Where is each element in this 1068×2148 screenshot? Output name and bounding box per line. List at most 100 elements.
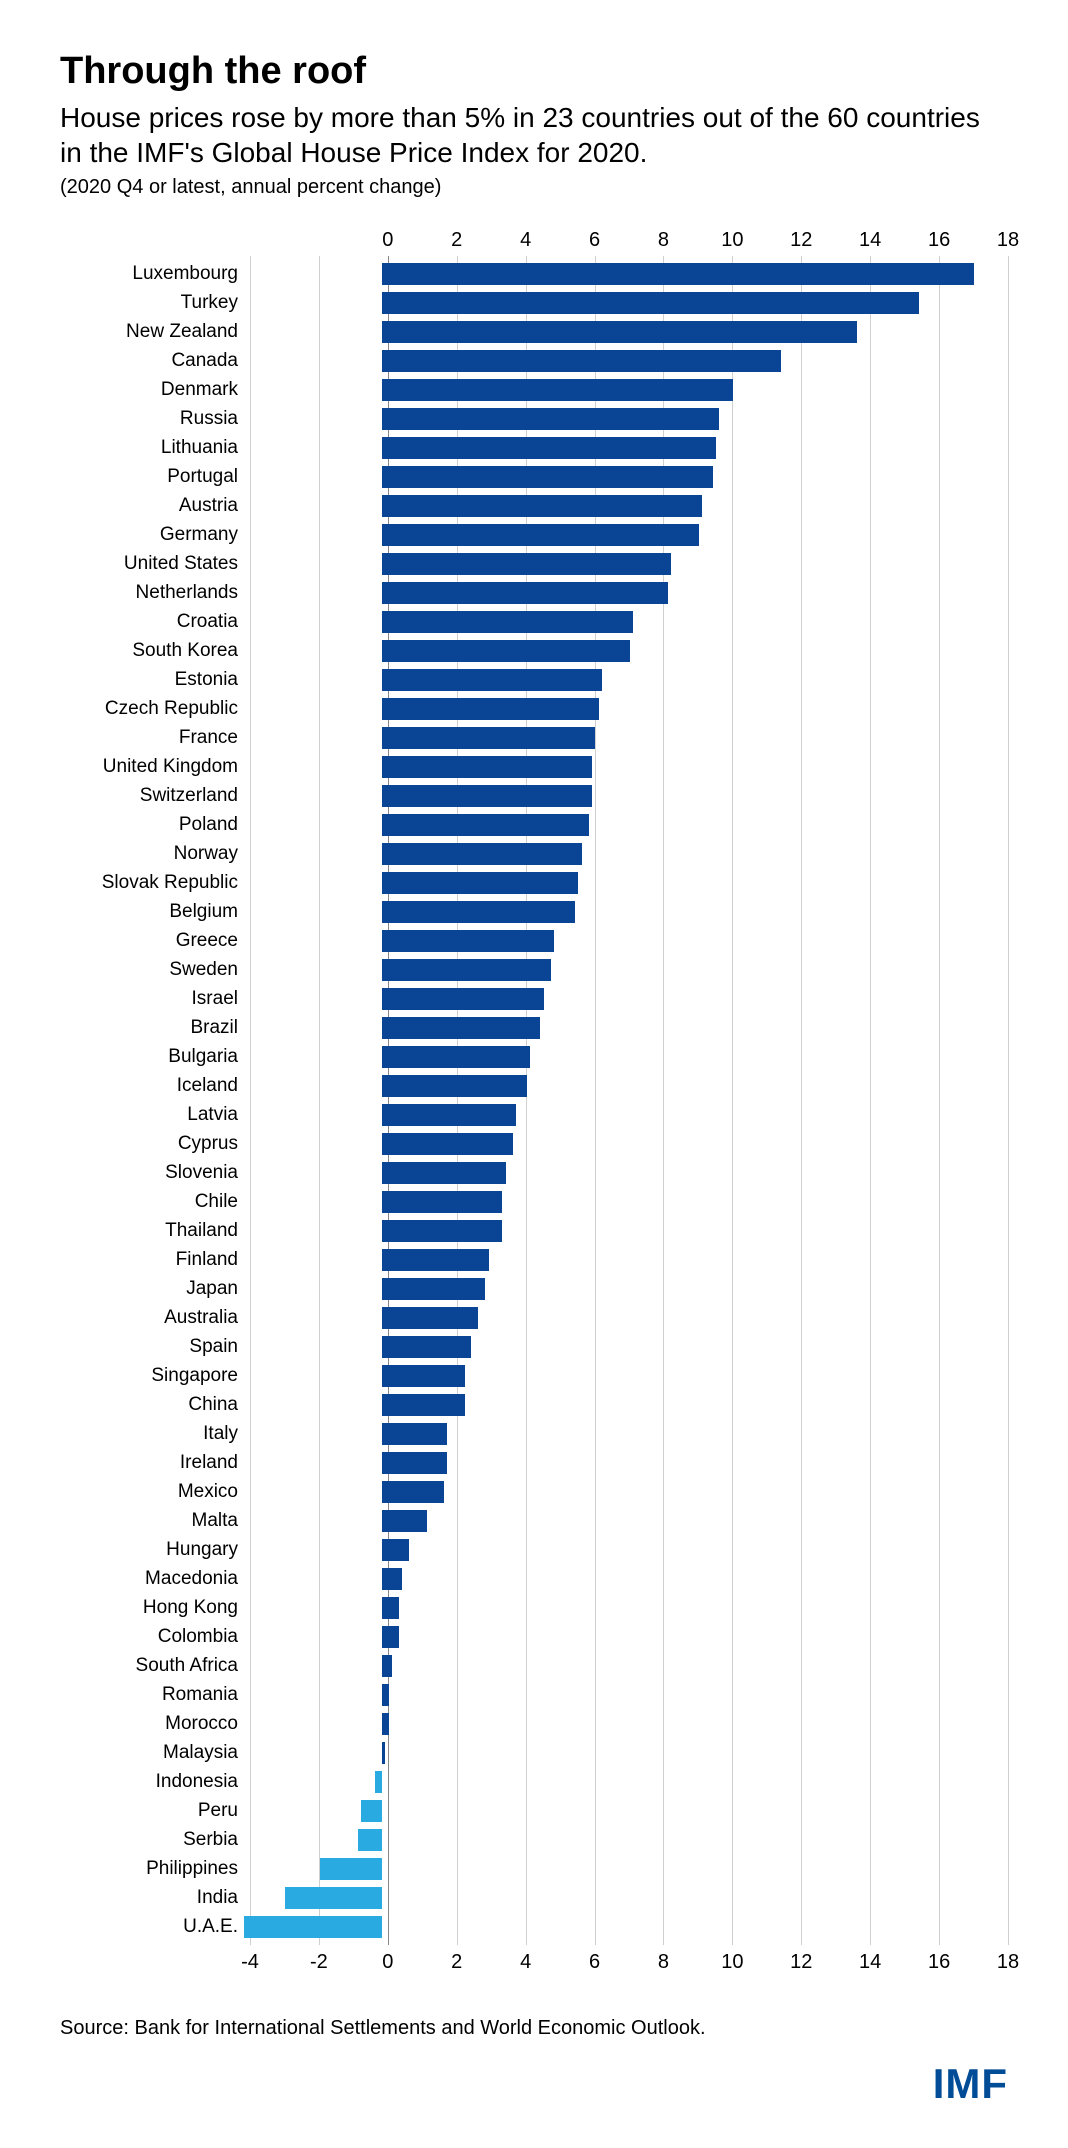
data-row: Netherlands [60, 579, 1008, 607]
bar-track [244, 724, 1008, 752]
country-label: Serbia [60, 1829, 244, 1851]
data-row: Malaysia [60, 1739, 1008, 1767]
country-label: New Zealand [60, 321, 244, 343]
bar-track [244, 1826, 1008, 1854]
data-row: Latvia [60, 1101, 1008, 1129]
country-label: Thailand [60, 1220, 244, 1242]
data-row: Morocco [60, 1710, 1008, 1738]
data-row: Cyprus [60, 1130, 1008, 1158]
country-label: Hungary [60, 1539, 244, 1561]
data-row: Australia [60, 1304, 1008, 1332]
country-label: United Kingdom [60, 756, 244, 778]
bar [382, 1684, 389, 1706]
bar-track [244, 1768, 1008, 1796]
bar-track [244, 1130, 1008, 1158]
data-row: Macedonia [60, 1565, 1008, 1593]
bar [382, 321, 857, 343]
country-label: Netherlands [60, 582, 244, 604]
bar [382, 495, 702, 517]
bar-track [244, 1855, 1008, 1883]
bar [382, 959, 551, 981]
country-label: Croatia [60, 611, 244, 633]
bar [382, 582, 668, 604]
plot-area: LuxembourgTurkeyNew ZealandCanadaDenmark… [250, 255, 1008, 1945]
bar-track [244, 1072, 1008, 1100]
country-label: France [60, 727, 244, 749]
bar-track [244, 1594, 1008, 1622]
bar-track [244, 927, 1008, 955]
data-row: Mexico [60, 1478, 1008, 1506]
bar [382, 756, 592, 778]
bar-track [244, 753, 1008, 781]
bar [382, 640, 630, 662]
bar-track [244, 782, 1008, 810]
bar [382, 292, 919, 314]
x-tick-top: 12 [790, 229, 812, 252]
country-label: Romania [60, 1684, 244, 1706]
data-row: Thailand [60, 1217, 1008, 1245]
country-label: Italy [60, 1423, 244, 1445]
country-label: Ireland [60, 1452, 244, 1474]
country-label: India [60, 1887, 244, 1909]
data-row: Malta [60, 1507, 1008, 1535]
bar-track [244, 1217, 1008, 1245]
data-row: Singapore [60, 1362, 1008, 1390]
chart-area: 024681012141618 LuxembourgTurkeyNew Zeal… [60, 229, 1008, 1977]
bar-track [244, 1275, 1008, 1303]
chart-subtitle: House prices rose by more than 5% in 23 … [60, 100, 1008, 170]
data-row: Sweden [60, 956, 1008, 984]
data-row: Switzerland [60, 782, 1008, 810]
bar-track [244, 1884, 1008, 1912]
x-tick-top: 0 [382, 229, 393, 252]
country-label: Luxembourg [60, 263, 244, 285]
country-label: Sweden [60, 959, 244, 981]
country-label: Japan [60, 1278, 244, 1300]
country-label: Czech Republic [60, 698, 244, 720]
bar [382, 1568, 403, 1590]
bar-track [244, 985, 1008, 1013]
bar [382, 350, 782, 372]
bar [320, 1858, 382, 1880]
bar [382, 1162, 506, 1184]
bar-track [244, 898, 1008, 926]
bar-track [244, 1333, 1008, 1361]
bar [382, 1133, 513, 1155]
bar-track [244, 1478, 1008, 1506]
country-label: Malaysia [60, 1742, 244, 1764]
bar [382, 1626, 399, 1648]
bar [382, 1104, 516, 1126]
country-label: Macedonia [60, 1568, 244, 1590]
bar [382, 1655, 392, 1677]
bar-track [244, 1420, 1008, 1448]
data-row: Luxembourg [60, 260, 1008, 288]
bar [382, 843, 582, 865]
country-label: Austria [60, 495, 244, 517]
x-tick-bottom: 14 [859, 1951, 881, 1974]
bar-track [244, 1188, 1008, 1216]
bar [382, 1336, 472, 1358]
bar-track [244, 1362, 1008, 1390]
bar-track [244, 1159, 1008, 1187]
country-label: Singapore [60, 1365, 244, 1387]
data-row: United States [60, 550, 1008, 578]
bar-track [244, 1304, 1008, 1332]
chart-note: (2020 Q4 or latest, annual percent chang… [60, 176, 1008, 199]
bar [382, 524, 699, 546]
bar [382, 1742, 385, 1764]
bar [382, 727, 596, 749]
country-label: Australia [60, 1307, 244, 1329]
bar [285, 1887, 381, 1909]
x-tick-top: 10 [721, 229, 743, 252]
country-label: South Korea [60, 640, 244, 662]
data-row: Spain [60, 1333, 1008, 1361]
data-row: Norway [60, 840, 1008, 868]
data-row: Czech Republic [60, 695, 1008, 723]
bar-track [244, 637, 1008, 665]
country-label: Mexico [60, 1481, 244, 1503]
data-row: Denmark [60, 376, 1008, 404]
bar-track [244, 521, 1008, 549]
bar-track [244, 811, 1008, 839]
bar [244, 1916, 382, 1938]
data-row: Brazil [60, 1014, 1008, 1042]
bar [382, 1539, 410, 1561]
